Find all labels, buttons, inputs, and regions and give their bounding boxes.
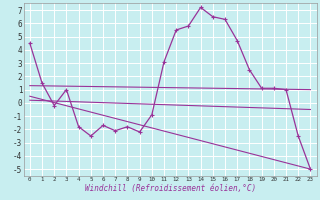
X-axis label: Windchill (Refroidissement éolien,°C): Windchill (Refroidissement éolien,°C) xyxy=(84,184,256,193)
